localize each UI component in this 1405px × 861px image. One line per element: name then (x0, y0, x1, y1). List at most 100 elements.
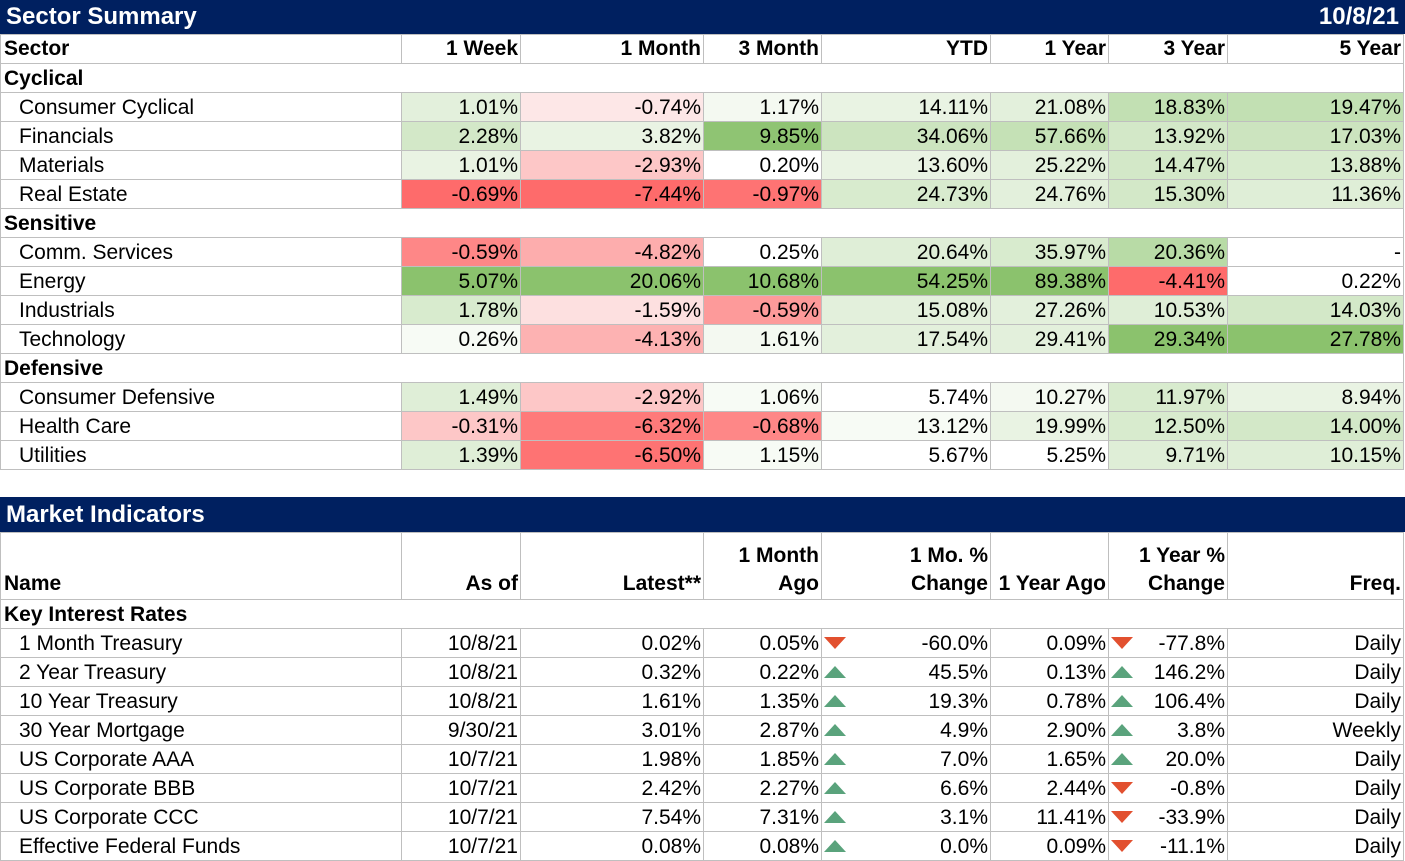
month-change-value: -60.0% (921, 631, 988, 655)
return-cell: 5.67% (821, 440, 991, 470)
month-ago-cell: 0.08% (703, 831, 822, 861)
triangle-up-icon (1111, 666, 1133, 678)
as-of-cell: 10/7/21 (401, 831, 521, 861)
year-ago-cell: 2.44% (990, 773, 1109, 803)
return-cell: 9.71% (1108, 440, 1228, 470)
sector-summary-table: Sector 1 Week 1 Month 3 Month YTD 1 Year 3 Yea… (0, 34, 1404, 470)
year-change-value: -11.1% (1160, 834, 1225, 858)
month-change-cell: 6.6% (821, 773, 991, 803)
year-change-value: 106.4% (1153, 689, 1225, 713)
sector-name: Consumer Defensive (0, 382, 402, 412)
month-ago-cell: 1.85% (703, 744, 822, 774)
year-ago-cell: 0.09% (990, 628, 1109, 658)
triangle-down-icon (1111, 782, 1133, 794)
return-cell: 20.64% (821, 237, 991, 267)
month-change-cell: -60.0% (821, 628, 991, 658)
column-header-line2: Name (4, 572, 62, 595)
triangle-down-icon (824, 637, 846, 649)
market-indicators-table: Name As of Latest** 1 Month Ago 1 Mo. % Change… (0, 532, 1404, 861)
return-cell: 5.25% (990, 440, 1109, 470)
return-cell: 35.97% (990, 237, 1109, 267)
indicator-name: Effective Federal Funds (0, 831, 402, 861)
sector-name: Real Estate (0, 179, 402, 209)
indicator-name: 30 Year Mortgage (0, 715, 402, 745)
return-cell: -6.50% (520, 440, 704, 470)
return-cell: 0.26% (401, 324, 521, 354)
return-cell: 1.01% (401, 92, 521, 122)
month-change-wrap: 3.1% (824, 807, 988, 828)
month-change-cell: 19.3% (821, 686, 991, 716)
sector-name: Consumer Cyclical (0, 92, 402, 122)
year-ago-cell: 0.78% (990, 686, 1109, 716)
return-cell: 10.53% (1108, 295, 1228, 325)
return-cell: 25.22% (990, 150, 1109, 180)
frequency-cell: Daily (1227, 686, 1404, 716)
year-change-value: 20.0% (1165, 747, 1225, 771)
sector-name: Technology (0, 324, 402, 354)
return-cell: 1.01% (401, 150, 521, 180)
frequency-cell: Daily (1227, 773, 1404, 803)
return-cell: 17.54% (821, 324, 991, 354)
triangle-down-icon (1111, 811, 1133, 823)
month-change-value: 45.5% (928, 660, 988, 684)
latest-cell: 0.02% (520, 628, 704, 658)
triangle-up-icon (1111, 695, 1133, 707)
return-cell: -0.74% (520, 92, 704, 122)
table-row: 10 Year Treasury 10/8/21 1.61% 1.35% 19.3% 0.… (0, 686, 1404, 716)
return-cell: -0.68% (703, 411, 822, 441)
return-cell: 8.94% (1227, 382, 1404, 412)
indicator-name: US Corporate BBB (0, 773, 402, 803)
year-change-wrap: 20.0% (1111, 749, 1225, 770)
month-change-value: 4.9% (940, 718, 988, 742)
column-header-line1: 1 Mo. % (909, 544, 988, 567)
latest-cell: 0.32% (520, 657, 704, 687)
triangle-up-icon (824, 695, 846, 707)
month-change-wrap: -60.0% (824, 633, 988, 654)
year-change-wrap: -77.8% (1111, 633, 1225, 654)
column-header-line2: Change (1147, 572, 1225, 595)
table-row: Energy 5.07% 20.06% 10.68% 54.25% 89.38% -4.41… (0, 266, 1404, 296)
month-change-cell: 0.0% (821, 831, 991, 861)
return-cell: -4.41% (1108, 266, 1228, 296)
return-cell: 21.08% (990, 92, 1109, 122)
return-cell: 5.07% (401, 266, 521, 296)
column-header: 1 Month (520, 34, 704, 64)
frequency-cell: Daily (1227, 657, 1404, 687)
as-of-cell: 10/8/21 (401, 686, 521, 716)
market-indicators-banner: Market Indicators (0, 497, 1405, 532)
as-of-cell: 9/30/21 (401, 715, 521, 745)
return-cell: 20.06% (520, 266, 704, 296)
return-cell: 5.74% (821, 382, 991, 412)
year-change-value: 3.8% (1177, 718, 1225, 742)
sector-summary-header-row: Sector 1 Week 1 Month 3 Month YTD 1 Year 3 Yea… (0, 34, 1404, 64)
month-change-cell: 4.9% (821, 715, 991, 745)
month-change-wrap: 4.9% (824, 720, 988, 741)
table-row: 2 Year Treasury 10/8/21 0.32% 0.22% 45.5% 0.1… (0, 657, 1404, 687)
return-cell: -1.59% (520, 295, 704, 325)
latest-cell: 7.54% (520, 802, 704, 832)
return-cell: 24.76% (990, 179, 1109, 209)
sector-name: Comm. Services (0, 237, 402, 267)
frequency-cell: Daily (1227, 628, 1404, 658)
month-ago-cell: 0.22% (703, 657, 822, 687)
year-change-cell: 106.4% (1108, 686, 1228, 716)
indicator-name: US Corporate AAA (0, 744, 402, 774)
sector-summary-title: Sector Summary (6, 3, 197, 30)
as-of-cell: 10/8/21 (401, 657, 521, 687)
return-cell: 34.06% (821, 121, 991, 151)
return-cell: 29.41% (990, 324, 1109, 354)
year-change-value: 146.2% (1153, 660, 1225, 684)
month-change-value: 3.1% (940, 805, 988, 829)
column-header: 1 Year % Change (1108, 532, 1228, 600)
column-header-line2: 1 Year Ago (998, 572, 1106, 595)
month-ago-cell: 1.35% (703, 686, 822, 716)
return-cell: -0.97% (703, 179, 822, 209)
month-change-wrap: 0.0% (824, 836, 988, 857)
return-cell: -4.82% (520, 237, 704, 267)
return-cell: 1.61% (703, 324, 822, 354)
column-header: 1 Year (990, 34, 1109, 64)
year-change-wrap: -33.9% (1111, 807, 1225, 828)
return-cell: 19.47% (1227, 92, 1404, 122)
return-cell: 27.26% (990, 295, 1109, 325)
table-row: Comm. Services -0.59% -4.82% 0.25% 20.64% 35.… (0, 237, 1404, 267)
